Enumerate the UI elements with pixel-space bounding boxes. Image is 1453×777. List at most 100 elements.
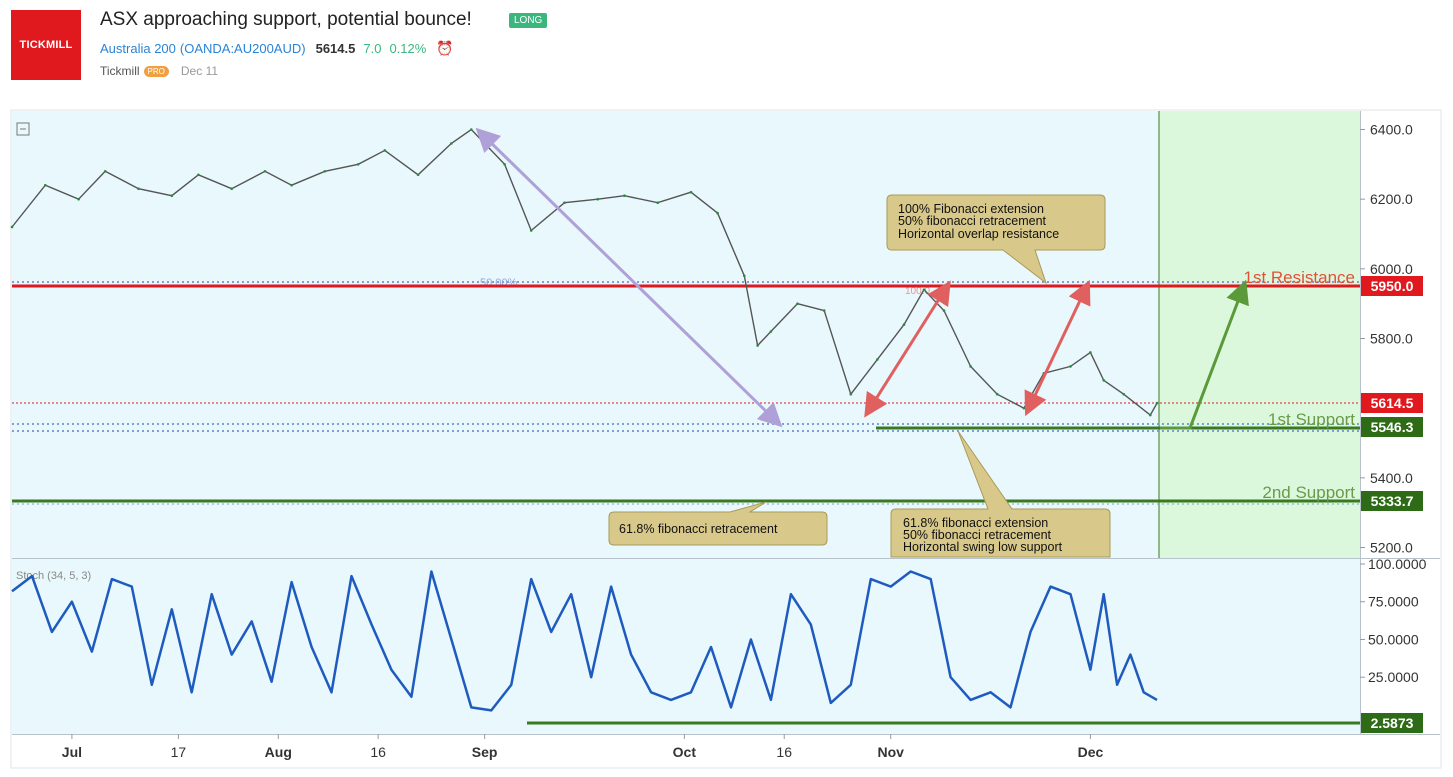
price-point — [902, 323, 906, 326]
price-point — [1149, 413, 1152, 417]
bottom-right-callout[interactable]: 61.8% fibonacci extension 50% fibonacci … — [890, 430, 1111, 558]
bottom-left-callout[interactable]: 61.8% fibonacci retracement — [608, 501, 828, 546]
price-axis-label: 6000.0 — [1370, 261, 1413, 277]
price-point — [323, 170, 327, 173]
time-axis-label: 16 — [370, 744, 386, 760]
symbol-change: 7.0 — [363, 41, 382, 56]
collapse-pane-button[interactable] — [16, 122, 30, 136]
forecast-zone — [1159, 111, 1360, 558]
first-support-price-tag: 5546.3 — [1361, 417, 1423, 437]
time-axis-label: Jul — [62, 744, 82, 760]
green-bounce-arrow[interactable] — [1160, 279, 1249, 430]
stoch-axis-label: 50.0000 — [1368, 631, 1419, 647]
stoch-value-tag-text: 2.5873 — [1371, 715, 1414, 731]
chart-header: TICKMILL ASX approaching support, potent… — [0, 0, 1453, 100]
bottom-left-callout-box — [608, 501, 828, 546]
second-support-price-tag-text: 5333.7 — [1371, 493, 1414, 509]
price-point — [656, 201, 659, 204]
stoch-line — [11, 570, 1158, 712]
price-point — [197, 173, 200, 177]
stoch-value-tag-box — [1361, 713, 1423, 733]
stoch-axis-label: 25.0000 — [1368, 669, 1419, 685]
pro-badge: PRO — [143, 66, 169, 78]
price-point — [756, 344, 759, 347]
symbol-line: Australia 200 (OANDA:AU200AUD) 5614.5 7.0 0.… — [100, 40, 454, 57]
price-point — [230, 187, 233, 190]
price-point — [922, 288, 926, 292]
top-callout-line-2: 50% fibonacci retracement — [898, 214, 1047, 228]
red-swing-arrow-2[interactable] — [1024, 279, 1091, 417]
price-point — [769, 330, 773, 333]
first-support-label: 1st Support — [1268, 410, 1355, 429]
last-price-tag-text: 5614.5 — [1371, 395, 1414, 411]
price-point — [290, 183, 293, 187]
time-axis-label: 16 — [776, 744, 792, 760]
price-point — [416, 173, 420, 177]
price-axis[interactable]: 6400.0 6200.0 6000.0 5800.0 5400.0 5200.0 — [1360, 122, 1413, 556]
time-axis[interactable]: Jul 17 Aug 16 Sep Oct 16 Nov Dec — [62, 734, 1104, 760]
second-support-label: 2nd Support — [1262, 483, 1355, 502]
time-axis-label: Dec — [1078, 744, 1104, 760]
price-point — [10, 225, 14, 229]
red-swing-arrow-1[interactable] — [864, 280, 951, 418]
price-point — [743, 274, 746, 278]
price-point — [383, 149, 387, 152]
idea-title: ASX approaching support, potential bounc… — [100, 9, 472, 30]
alarm-clock-icon[interactable]: ⏰ — [436, 40, 454, 56]
price-point — [356, 163, 360, 166]
time-axis-label: Nov — [877, 744, 904, 760]
top-callout-line-3: Horizontal overlap resistance — [898, 227, 1059, 241]
purple-decline-arrow[interactable] — [475, 127, 783, 428]
price-point — [77, 197, 80, 201]
price-point — [716, 211, 719, 215]
price-axis-label: 6400.0 — [1370, 122, 1413, 138]
second-support-price-tag-box — [1361, 491, 1423, 511]
price-point — [44, 183, 47, 187]
resistance-price-tag: 5950.0 — [1361, 276, 1423, 296]
time-axis-label: 17 — [171, 744, 187, 760]
price-point — [103, 170, 107, 173]
time-axis-label: Oct — [673, 744, 697, 760]
bottom-right-callout-line-1: 61.8% fibonacci extension — [903, 516, 1048, 530]
stoch-series-layer — [11, 570, 1158, 712]
price-point — [995, 392, 999, 396]
price-point — [170, 194, 174, 197]
tickmill-logo[interactable]: TICKMILL — [11, 10, 81, 80]
first-support-price-tag-box — [1361, 417, 1423, 437]
stoch-axis-label: 100.0000 — [1368, 556, 1427, 572]
price-point — [470, 128, 473, 131]
price-point — [263, 170, 267, 173]
price-point — [1069, 365, 1072, 368]
time-axis-label: Sep — [472, 744, 498, 760]
top-callout[interactable]: 100% Fibonacci extension 50% fibonacci r… — [886, 194, 1106, 285]
top-callout-box — [886, 194, 1106, 285]
symbol-name-link[interactable]: Australia 200 — [100, 41, 176, 56]
stoch-indicator-label[interactable]: Stoch (34, 5, 3) — [16, 570, 91, 582]
resistance-price-tag-box — [1361, 276, 1423, 296]
first-support-price-tag-text: 5546.3 — [1371, 419, 1414, 435]
bottom-right-callout-line-3: Horizontal swing low support — [903, 540, 1063, 554]
price-point — [450, 142, 453, 145]
price-point — [529, 229, 533, 232]
stoch-axis[interactable]: 100.0000 75.0000 50.0000 25.0000 — [1360, 556, 1427, 685]
price-point — [822, 309, 826, 312]
price-point — [942, 309, 946, 312]
price-axis-label: 5400.0 — [1370, 470, 1413, 486]
symbol-price: 5614.5 — [315, 41, 356, 56]
price-point — [1089, 351, 1092, 354]
bottom-left-callout-text: 61.8% fibonacci retracement — [619, 522, 778, 536]
stoch-plot-area — [12, 559, 1360, 734]
price-point — [796, 302, 799, 306]
chart-frame — [10, 109, 1442, 769]
price-point — [1022, 406, 1026, 410]
long-badge: LONG — [509, 13, 548, 28]
top-callout-line-1: 100% Fibonacci extension — [898, 202, 1044, 216]
price-point — [563, 201, 566, 204]
time-axis-label: Aug — [265, 744, 292, 760]
stoch-axis-label: 75.0000 — [1368, 594, 1419, 610]
symbol-ticker-link[interactable]: (OANDA:AU200AUD) — [179, 41, 306, 56]
publish-date: Dec 11 — [180, 64, 219, 78]
author-name[interactable]: Tickmill — [100, 64, 140, 78]
author-line: Tickmill PRO Dec 11 — [100, 64, 218, 78]
